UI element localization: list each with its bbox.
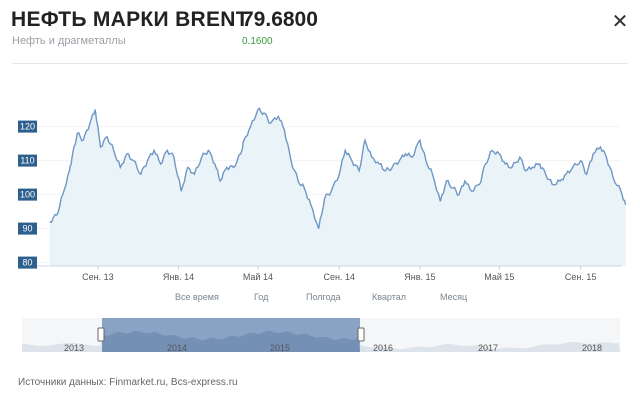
y-tick-badge — [18, 120, 37, 133]
navigator-year-label: 2013 — [64, 343, 84, 353]
y-axis: 80 90 100 110 120 — [18, 120, 37, 269]
y-tick-badge — [18, 188, 37, 201]
price-change: 0.1600 — [242, 36, 273, 47]
header-divider — [12, 63, 628, 64]
navigator-left-handle[interactable] — [97, 327, 105, 342]
header: НЕФТЬ МАРКИ BRENT 79.6800 Нефть и драгме… — [0, 0, 640, 70]
navigator-year-label: 2014 — [167, 343, 187, 353]
price-line — [49, 107, 627, 229]
y-tick-label: 90 — [22, 224, 32, 234]
range-selector: Все время Год Полгода Квартал Месяц — [0, 292, 640, 306]
x-tick-label: Сен. 13 — [82, 272, 114, 282]
navigator-year-label: 2015 — [270, 343, 290, 353]
navigator-year-label: 2017 — [478, 343, 498, 353]
current-price: 79.6800 — [242, 8, 318, 31]
x-axis: Сен. 13 Янв. 14 Май 14 Сен. 14 Янв. 15 Май 15… — [37, 265, 621, 282]
y-tick-label: 110 — [20, 156, 34, 166]
x-tick-label: Сен. 14 — [324, 272, 356, 282]
x-tick-label: Май 15 — [484, 272, 514, 282]
x-tick-label: Май 14 — [243, 272, 273, 282]
y-tick-label: 100 — [20, 190, 35, 200]
range-button-half-year[interactable]: Полгода — [306, 292, 341, 302]
y-tick-badge — [18, 154, 37, 167]
y-tick-label: 80 — [22, 258, 32, 268]
range-button-quarter[interactable]: Квартал — [372, 292, 407, 302]
range-button-all[interactable]: Все время — [175, 292, 219, 302]
navigator-year-label: 2018 — [582, 343, 602, 353]
y-tick-badge — [18, 256, 37, 269]
range-button-year[interactable]: Год — [254, 292, 269, 302]
instrument-category: Нефть и драгметаллы — [12, 35, 126, 47]
time-navigator[interactable]: 2013 2014 2015 2016 2017 2018 — [0, 318, 640, 358]
price-area — [49, 108, 626, 266]
navigator-right-handle[interactable] — [357, 327, 365, 342]
navigator-year-label: 2016 — [373, 343, 393, 353]
x-tick-label: Сен. 15 — [565, 272, 597, 282]
y-tick-label: 120 — [20, 122, 35, 132]
range-button-month[interactable]: Месяц — [440, 292, 468, 302]
navigator-selected-series — [102, 330, 360, 352]
close-icon[interactable]: ✕ — [611, 11, 629, 33]
x-tick-label: Янв. 15 — [404, 272, 435, 282]
instrument-title: НЕФТЬ МАРКИ BRENT — [11, 8, 249, 31]
y-tick-badge — [18, 222, 37, 235]
x-tick-label: Янв. 14 — [163, 272, 194, 282]
data-sources: Источники данных: Finmarket.ru, Bcs-expr… — [18, 377, 238, 388]
